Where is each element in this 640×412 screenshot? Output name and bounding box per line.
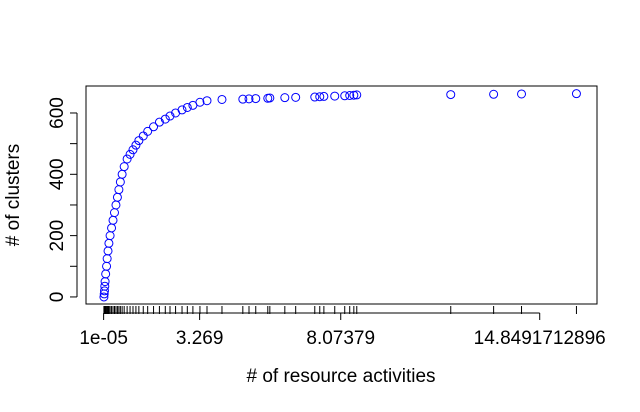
point <box>115 177 125 187</box>
point <box>345 91 355 101</box>
point <box>517 89 527 99</box>
point <box>108 215 118 225</box>
point <box>103 246 113 256</box>
point <box>100 277 110 287</box>
point <box>104 238 114 248</box>
point <box>109 208 119 218</box>
point <box>99 292 109 302</box>
point <box>280 93 290 103</box>
y-tick-label: 400 <box>47 158 68 190</box>
plot-box <box>85 85 598 305</box>
point <box>315 92 325 102</box>
point <box>100 286 110 296</box>
point <box>107 223 117 233</box>
point <box>489 89 499 99</box>
y-tick-label: 0 <box>47 292 68 303</box>
point <box>134 136 144 146</box>
x-tick-label: 14.8491712896 <box>474 328 606 349</box>
point <box>340 91 350 101</box>
point <box>143 126 153 136</box>
point <box>138 131 148 141</box>
point <box>112 192 122 202</box>
point <box>102 261 112 271</box>
point <box>149 122 159 132</box>
point <box>352 90 362 100</box>
x-tick-label: 8.07379 <box>306 328 375 349</box>
point <box>114 185 124 195</box>
point <box>330 91 340 101</box>
point <box>291 92 301 102</box>
point <box>238 94 248 104</box>
point <box>177 105 187 115</box>
point <box>131 140 141 150</box>
point <box>125 149 135 159</box>
point <box>202 96 212 106</box>
point <box>217 94 227 104</box>
point <box>571 89 581 99</box>
point <box>117 169 127 179</box>
point <box>244 94 254 104</box>
point <box>349 90 359 100</box>
point <box>154 117 164 127</box>
point <box>446 90 456 100</box>
point <box>265 93 275 103</box>
point <box>128 145 138 155</box>
point <box>101 269 111 279</box>
y-tick-label: 600 <box>47 97 68 129</box>
point <box>119 162 129 172</box>
point <box>102 254 112 264</box>
point <box>111 200 121 210</box>
point <box>122 154 132 164</box>
x-axis-label: # of resource activities <box>246 366 435 387</box>
y-tick-label: 200 <box>47 220 68 252</box>
point <box>182 102 192 112</box>
point <box>310 92 320 102</box>
y-axis-label: # of clusters <box>3 144 24 246</box>
point <box>251 94 261 104</box>
point <box>105 231 115 241</box>
point <box>160 114 170 124</box>
point <box>100 281 110 291</box>
point <box>319 91 329 101</box>
point <box>195 97 205 107</box>
point <box>165 111 175 121</box>
x-tick-label: 3.269 <box>176 328 224 349</box>
x-tick-label: 1e-05 <box>79 328 128 349</box>
